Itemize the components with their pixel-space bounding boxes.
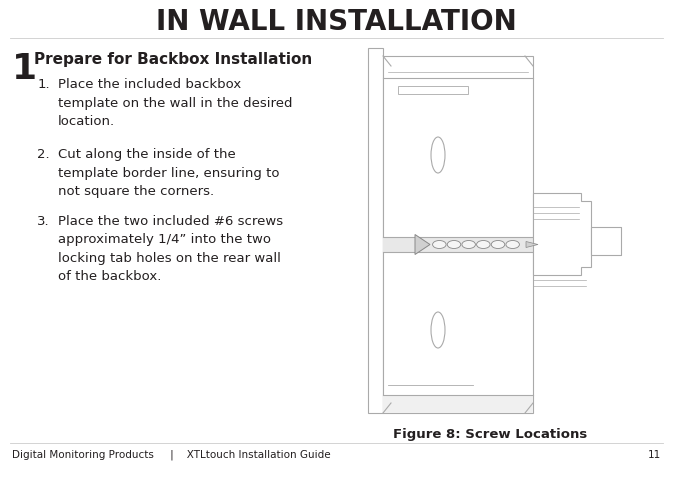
Text: Prepare for Backbox Installation: Prepare for Backbox Installation (34, 52, 312, 67)
Polygon shape (533, 192, 591, 275)
Bar (383, 56, 533, 413)
Text: Place the two included #6 screws
approximately 1/4” into the two
locking tab hol: Place the two included #6 screws approxi… (58, 215, 283, 284)
Ellipse shape (491, 240, 505, 249)
Ellipse shape (448, 240, 461, 249)
Text: 1.: 1. (38, 78, 50, 91)
Text: IN WALL INSTALLATION: IN WALL INSTALLATION (155, 8, 516, 36)
Ellipse shape (506, 240, 520, 249)
Ellipse shape (431, 312, 445, 348)
Text: 11: 11 (647, 450, 661, 460)
Text: Place the included backbox
template on the wall in the desired
location.: Place the included backbox template on t… (58, 78, 293, 128)
Polygon shape (526, 241, 538, 248)
Text: 1: 1 (12, 52, 37, 86)
Ellipse shape (431, 137, 445, 173)
Text: 2.: 2. (38, 148, 50, 161)
Text: Digital Monitoring Products     |    XTLtouch Installation Guide: Digital Monitoring Products | XTLtouch I… (12, 450, 330, 460)
Text: Cut along the inside of the
template border line, ensuring to
not square the cor: Cut along the inside of the template bor… (58, 148, 279, 198)
Ellipse shape (462, 240, 475, 249)
Bar (383, 395, 533, 413)
Bar (591, 227, 621, 254)
Bar (383, 237, 533, 252)
Ellipse shape (476, 240, 490, 249)
Ellipse shape (433, 240, 446, 249)
Text: 3.: 3. (38, 215, 50, 228)
Bar (398, 86, 468, 94)
Text: Figure 8: Screw Locations: Figure 8: Screw Locations (393, 428, 587, 441)
Bar (368, 48, 383, 413)
Polygon shape (415, 235, 430, 254)
